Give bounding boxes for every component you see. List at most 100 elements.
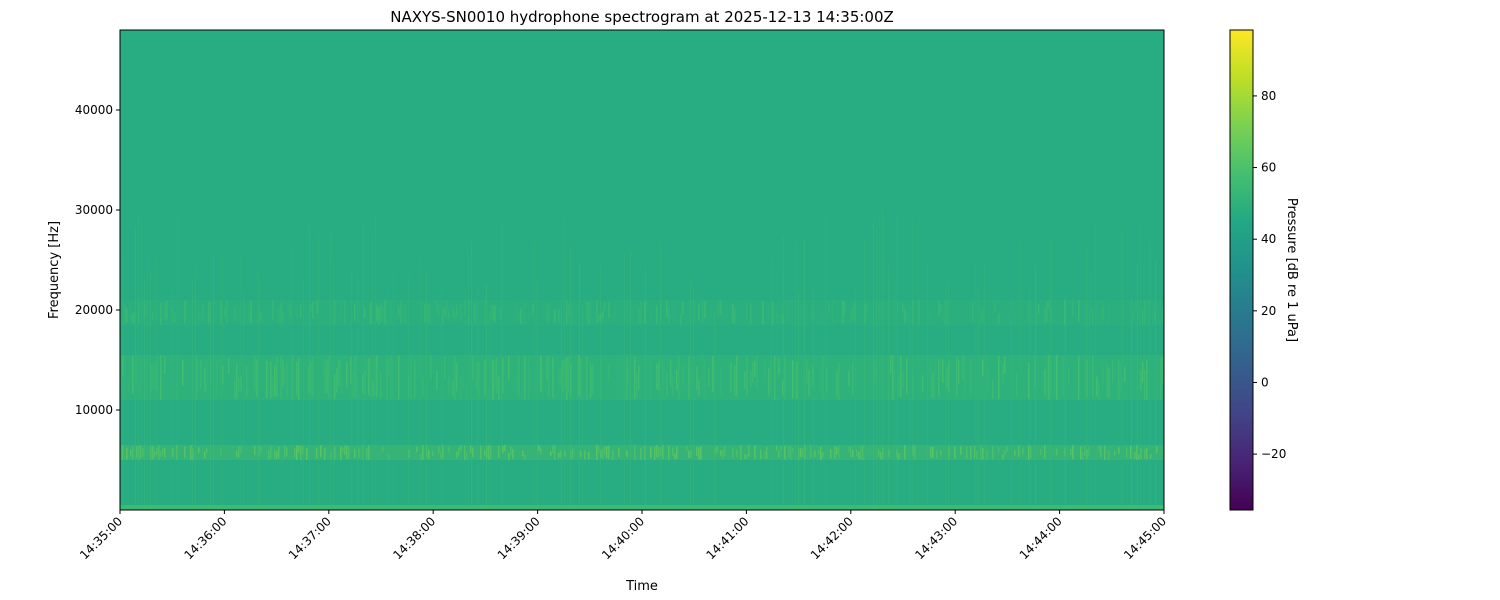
spectrogram-transient	[621, 285, 622, 510]
spectrogram-streak	[1060, 306, 1062, 324]
spectrogram-streak	[364, 308, 366, 319]
spectrogram-streak	[524, 301, 526, 324]
spectrogram-streak	[838, 445, 840, 458]
spectrogram-streak	[1162, 308, 1164, 322]
spectrogram-streak	[668, 306, 670, 324]
spectrogram-streak	[422, 445, 424, 460]
spectrogram-streak	[714, 447, 716, 458]
spectrogram-streak	[784, 445, 786, 460]
y-axis-label: Frequency [Hz]	[47, 221, 62, 319]
spectrogram-streak	[240, 376, 242, 391]
spectrogram-streak	[206, 448, 208, 453]
spectrogram-streak	[220, 300, 222, 325]
spectrogram-streak	[122, 356, 124, 376]
spectrogram-streak	[1028, 445, 1030, 460]
spectrogram-streak	[1056, 300, 1058, 323]
spectrogram-streak	[330, 452, 332, 460]
spectrogram-streak	[792, 448, 794, 453]
spectrogram-image	[120, 30, 1164, 510]
spectrogram-streak	[280, 356, 282, 400]
spectrogram-streak	[732, 303, 734, 323]
spectrogram-streak	[484, 449, 486, 456]
spectrogram-streak	[746, 453, 748, 459]
spectrogram-streak	[942, 359, 944, 383]
spectrogram-streak	[548, 355, 550, 398]
spectrogram-streak	[326, 360, 328, 394]
spectrogram-streak	[422, 377, 424, 396]
spectrogram-streak	[822, 355, 824, 399]
spectrogram-streak	[710, 304, 712, 316]
spectrogram-streak	[934, 361, 936, 399]
spectrogram-streak	[1062, 356, 1064, 396]
spectrogram-streak	[578, 355, 580, 396]
spectrogram-streak	[932, 373, 934, 398]
spectrogram-streak	[1046, 301, 1048, 322]
spectrogram-streak	[614, 305, 616, 322]
spectrogram-transient	[537, 278, 538, 510]
spectrogram-streak	[528, 308, 530, 323]
spectrogram-streak	[860, 445, 862, 460]
spectrogram-transient	[333, 259, 334, 510]
spectrogram-streak	[1082, 452, 1084, 460]
spectrogram-streak	[152, 446, 154, 460]
spectrogram-streak	[288, 300, 290, 325]
spectrogram-transient	[501, 222, 502, 510]
spectrogram-streak	[498, 375, 500, 400]
spectrogram-streak	[464, 445, 466, 460]
spectrogram-streak	[312, 356, 314, 398]
spectrogram-streak	[290, 305, 292, 316]
spectrogram-streak	[554, 445, 556, 460]
spectrogram-streak	[248, 307, 250, 321]
spectrogram-streak	[440, 451, 442, 459]
spectrogram-transient	[1086, 246, 1087, 510]
spectrogram-streak	[492, 305, 494, 320]
spectrogram-streak	[226, 300, 228, 324]
spectrogram-streak	[334, 374, 336, 400]
spectrogram-streak	[158, 445, 160, 460]
spectrogram-streak	[1014, 450, 1016, 456]
spectrogram-streak	[524, 454, 526, 460]
x-tick-label: 14:42:00	[808, 514, 856, 562]
spectrogram-streak	[152, 360, 154, 390]
spectrogram-streak	[852, 361, 854, 397]
spectrogram-streak	[1098, 380, 1100, 400]
spectrogram-streak	[970, 446, 972, 460]
spectrogram-streak	[370, 302, 372, 325]
spectrogram-streak	[732, 447, 734, 459]
spectrogram-transient	[240, 253, 241, 510]
y-tick-label: 20000	[75, 303, 113, 317]
spectrogram-streak	[1124, 366, 1126, 383]
spectrogram-streak	[878, 449, 880, 458]
spectrogram-streak	[776, 445, 778, 451]
spectrogram-streak	[902, 371, 904, 389]
spectrogram-transient	[192, 279, 193, 510]
spectrogram-streak	[446, 300, 448, 319]
spectrogram-streak	[542, 366, 544, 396]
spectrogram-streak	[442, 445, 444, 460]
spectrogram-streak	[254, 445, 256, 456]
x-tick-label: 14:39:00	[495, 514, 543, 562]
spectrogram-streak	[484, 359, 486, 397]
spectrogram-streak	[344, 445, 346, 456]
spectrogram-streak	[704, 300, 706, 319]
spectrogram-streak	[1022, 447, 1024, 455]
spectrogram-streak	[612, 450, 614, 460]
spectrogram-streak	[1056, 448, 1058, 456]
spectrogram-streak	[780, 445, 782, 452]
spectrogram-streak	[1050, 355, 1052, 396]
spectrogram-streak	[154, 451, 156, 458]
spectrogram-streak	[474, 302, 476, 325]
spectrogram-streak	[124, 304, 126, 325]
spectrogram-streak	[234, 380, 236, 400]
spectrogram-streak	[466, 383, 468, 398]
spectrogram-streak	[356, 355, 358, 399]
spectrogram-streak	[568, 303, 570, 317]
spectrogram-streak	[1146, 359, 1148, 400]
spectrogram-streak	[972, 303, 974, 322]
spectrogram-streak	[690, 368, 692, 385]
spectrogram-streak	[650, 306, 652, 320]
spectrogram-streak	[760, 449, 762, 460]
spectrogram-streak	[1146, 447, 1148, 460]
spectrogram-transient	[1065, 297, 1066, 510]
spectrogram-streak	[472, 355, 474, 381]
